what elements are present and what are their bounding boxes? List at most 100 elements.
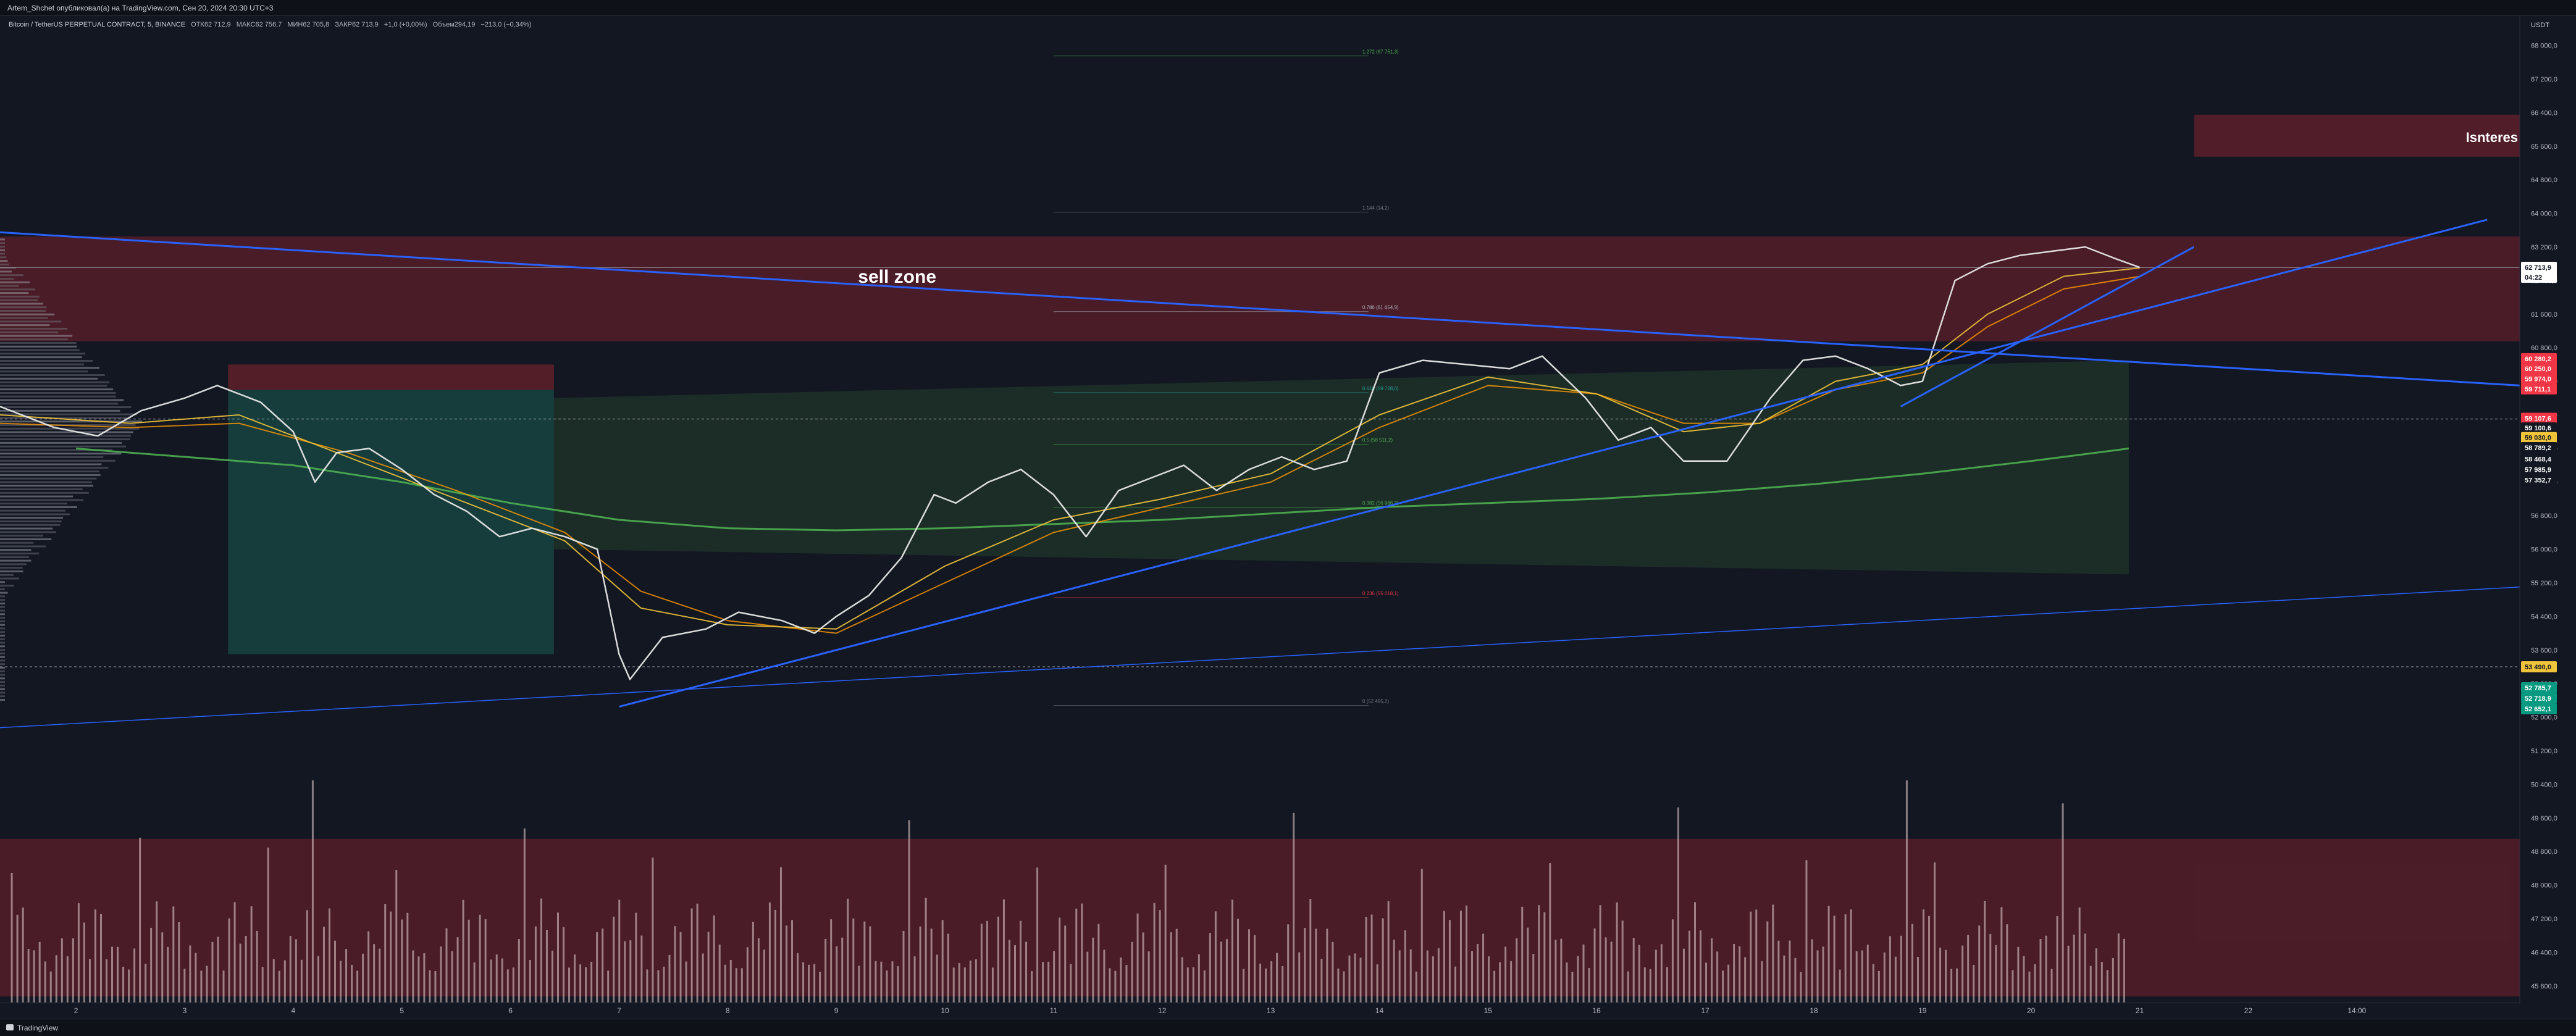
- price-chart[interactable]: 1.272 (67 751,3) 1.144 (14,2) 0.786 (61 65…: [0, 16, 2576, 1019]
- volume-bar: [1086, 951, 1089, 1003]
- volume-bar: [189, 945, 191, 1003]
- price-axis-badge: [2521, 453, 2557, 465]
- time-axis-tick-label: 4: [291, 1006, 295, 1015]
- price-axis-badge-label: 59 030,0: [2525, 435, 2551, 442]
- volume-bar: [1164, 864, 1167, 1003]
- volume-bar: [1376, 964, 1378, 1003]
- volume-bar: [1655, 950, 1657, 1003]
- volume-profile-bar: [0, 453, 122, 455]
- time-axis-tick-label: 2: [74, 1006, 78, 1015]
- trendline[interactable]: [0, 231, 2520, 386]
- volume-bar: [1103, 950, 1105, 1003]
- volume-bar: [417, 956, 420, 1003]
- volume-bar: [384, 904, 387, 1003]
- volume-bar: [947, 934, 949, 1003]
- volume-bar: [930, 928, 933, 1003]
- time-axis-tick-label: 17: [1701, 1006, 1710, 1015]
- volume-bar: [429, 970, 431, 1003]
- volume-profile-bar: [0, 631, 5, 633]
- price-axis-badge: [2521, 464, 2557, 475]
- volume-bar: [468, 919, 470, 1003]
- trendline[interactable]: [619, 219, 2488, 708]
- volume-profile-bar: [0, 695, 5, 698]
- price-axis-badge: [2521, 474, 2557, 486]
- volume-bar: [1945, 950, 1947, 1003]
- volume-bar: [2062, 803, 2064, 1003]
- sell-zone[interactable]: [0, 236, 2520, 341]
- volume-profile-bar: [0, 670, 5, 672]
- price-axis-tick-label: 66 400,0: [2531, 109, 2557, 117]
- volume-bar: [1872, 964, 1874, 1003]
- interest-zone[interactable]: [2194, 114, 2520, 157]
- volume-bar: [1315, 929, 1317, 1003]
- volume-bar: [830, 919, 833, 1003]
- volume-bar: [875, 961, 877, 1003]
- price-axis-tick-label: 51 200,0: [2531, 748, 2557, 755]
- footer-brand[interactable]: TradingView: [17, 1024, 59, 1032]
- volume-bar: [1816, 950, 1819, 1003]
- volume-bar: [1225, 939, 1228, 1003]
- volume-profile-bar: [0, 303, 43, 305]
- long-position-stop-box[interactable]: [228, 364, 554, 390]
- volume-bar: [49, 971, 52, 1003]
- volume-bar: [106, 959, 108, 1003]
- volume-bar: [607, 970, 610, 1003]
- volume-profile-bar: [0, 509, 65, 512]
- fib-level-label: 1.272 (67 751,3): [1362, 49, 1399, 55]
- volume-bar: [1109, 968, 1111, 1003]
- moving-average-green[interactable]: [75, 447, 2129, 532]
- volume-bar: [858, 966, 860, 1003]
- volume-bar: [1448, 920, 1451, 1003]
- volume-profile-bar: [0, 277, 14, 280]
- volume-bar: [1911, 924, 1913, 1003]
- volume-bar: [1582, 944, 1585, 1003]
- moving-average-yellow[interactable]: [0, 267, 2140, 630]
- volume-profile-bar: [0, 649, 5, 651]
- volume-profile-bar: [0, 535, 43, 537]
- price-axis-badge-label: 59 107,6: [2525, 415, 2551, 422]
- volume-bar: [1365, 916, 1367, 1003]
- price-axis-panel[interactable]: [2520, 16, 2576, 1019]
- volume-profile-bar: [0, 285, 19, 287]
- volume-bar: [172, 906, 175, 1003]
- volume-bar: [1081, 903, 1083, 1003]
- volume-bar: [646, 969, 648, 1003]
- time-axis-tick-label: 3: [183, 1006, 187, 1015]
- volume-bar: [1142, 932, 1144, 1003]
- price-axis-tick-label: 50 400,0: [2531, 781, 2557, 788]
- volume-bar: [1660, 944, 1663, 1003]
- fib-level-label: 0.5 (58 511,2): [1362, 438, 1393, 443]
- moving-average-orange[interactable]: [0, 275, 2140, 634]
- volume-bar: [83, 922, 85, 1003]
- trendline[interactable]: [1900, 246, 2195, 407]
- volume-profile-bar: [0, 242, 5, 244]
- price-axis-badge: [2521, 363, 2557, 375]
- time-axis-tick-label: 7: [617, 1006, 621, 1015]
- volume-bar: [423, 953, 426, 1003]
- long-position-profit-box[interactable]: [228, 390, 554, 654]
- volume-bar: [991, 967, 994, 1003]
- volume-profile-bar: [0, 513, 70, 516]
- volume-profile-bar: [0, 585, 14, 587]
- volume-profile-bar: [0, 409, 120, 412]
- symbol-name[interactable]: Bitcoin / TetherUS PERPETUAL CONTRACT, 5…: [9, 21, 186, 28]
- volume-profile-bar: [0, 441, 122, 444]
- trendline[interactable]: [0, 587, 2520, 729]
- volume-bar: [1543, 912, 1546, 1003]
- volume-bar: [512, 967, 514, 1003]
- volume-bar: [1092, 937, 1094, 1003]
- volume-bar: [133, 948, 136, 1003]
- volume-bar: [925, 898, 927, 1003]
- volume-bar: [156, 901, 158, 1003]
- price-axis-tick-label: 45 600,0: [2531, 983, 2557, 990]
- time-axis-tick-label: 5: [400, 1006, 404, 1015]
- volume-profile-bar: [0, 588, 5, 590]
- volume-bar: [1811, 939, 1813, 1003]
- volume-bar: [395, 870, 398, 1003]
- volume-bar: [445, 928, 448, 1003]
- volume-bar: [1008, 940, 1010, 1003]
- volume-bar: [283, 960, 286, 1003]
- price-line[interactable]: [0, 246, 2140, 680]
- volume-bar: [1973, 964, 1975, 1003]
- volume-bar: [1571, 971, 1574, 1003]
